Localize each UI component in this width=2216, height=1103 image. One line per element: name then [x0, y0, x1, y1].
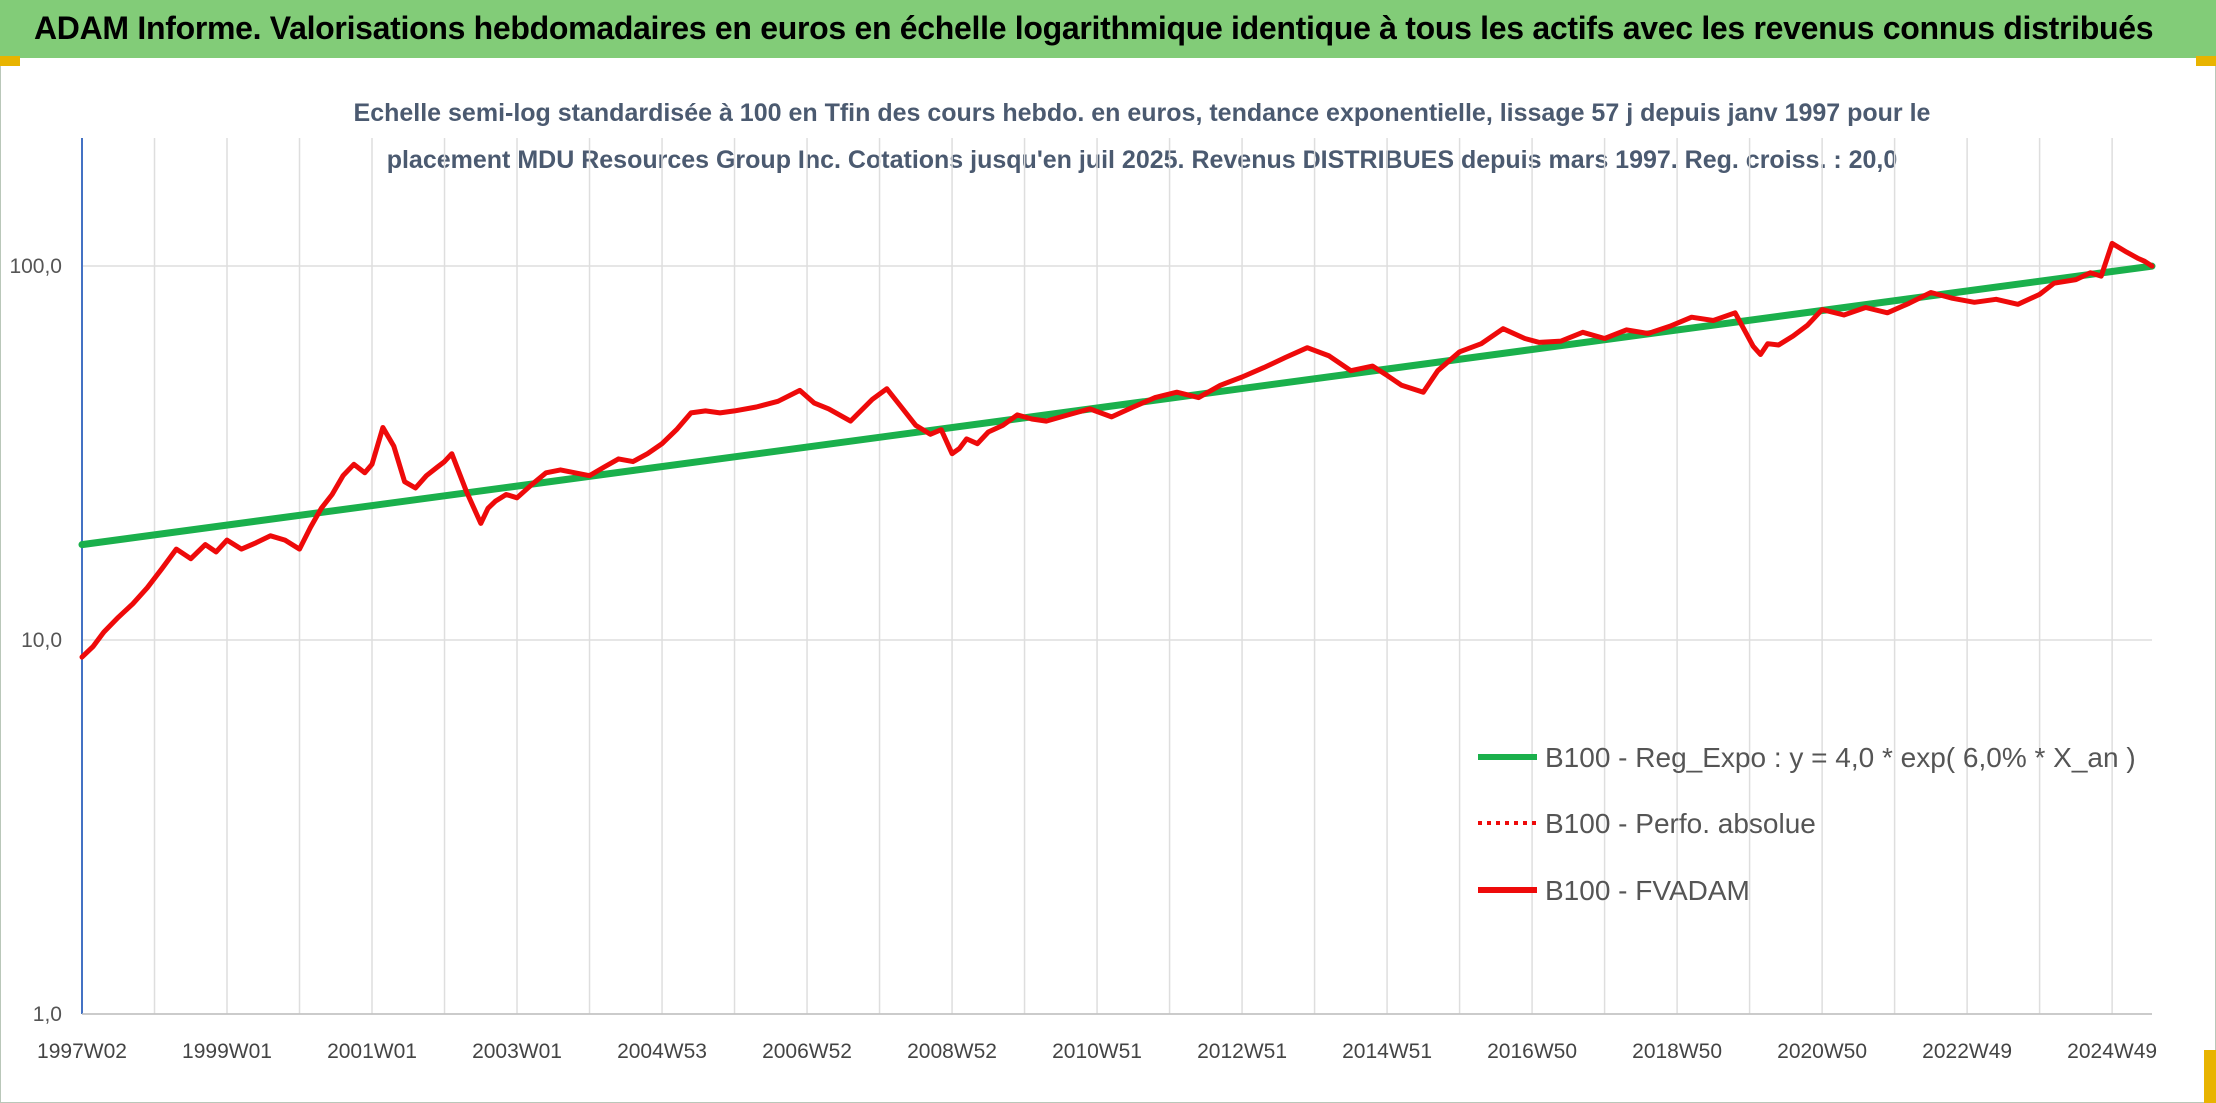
legend-label: B100 - FVADAM	[1545, 875, 1750, 906]
x-tick-label: 1999W01	[182, 1040, 272, 1063]
title-banner: ADAM Informe. Valorisations hebdomadaire…	[0, 0, 2216, 58]
x-tick-label: 2004W53	[617, 1040, 707, 1063]
trend-line	[78, 262, 2156, 549]
x-tick-label: 2010W51	[1052, 1040, 1142, 1063]
x-tick-label: 2003W01	[472, 1040, 562, 1063]
chart-subtitle-line-2: placement MDU Resources Group Inc. Cotat…	[387, 146, 1898, 174]
x-tick-label: 2014W51	[1342, 1040, 1432, 1063]
corner-mark-bottom-right	[2204, 1050, 2216, 1103]
legend: B100 - Reg_Expo : y = 4,0 * exp( 6,0% * …	[1478, 742, 2136, 906]
x-tick-label: 2024W49	[2067, 1040, 2157, 1063]
y-tick-label: 100,0	[9, 255, 62, 278]
x-tick-label: 2001W01	[327, 1040, 417, 1063]
axes: 100,0 10,0 1,0 1997W02 1999W01 2001W01 2003W01…	[9, 138, 2157, 1063]
chart-subtitle-line-1: Echelle semi-log standardisée à 100 en T…	[354, 99, 1931, 127]
y-tick-label: 10,0	[21, 629, 62, 652]
y-tick-label: 1,0	[33, 1003, 62, 1026]
x-tick-label: 2020W50	[1777, 1040, 1867, 1063]
x-tick-label: 2008W52	[907, 1040, 997, 1063]
legend-label: B100 - Perfo. absolue	[1545, 808, 1816, 839]
corner-mark-top-right	[2196, 56, 2216, 66]
x-tick-label: 1997W02	[37, 1040, 127, 1063]
x-tick-label: 2012W51	[1197, 1040, 1287, 1063]
legend-label: B100 - Reg_Expo : y = 4,0 * exp( 6,0% * …	[1545, 742, 2136, 773]
grid-lines	[82, 138, 2152, 1015]
series-lines	[78, 240, 2156, 660]
x-tick-label: 2022W49	[1922, 1040, 2012, 1063]
x-tick-label: 2018W50	[1632, 1040, 1722, 1063]
banner-title: ADAM Informe. Valorisations hebdomadaire…	[34, 10, 2154, 46]
corner-mark-top-left	[0, 56, 20, 66]
series-line-fvadam	[79, 240, 2155, 660]
x-tick-label: 2016W50	[1487, 1040, 1577, 1063]
x-tick-label: 2006W52	[762, 1040, 852, 1063]
